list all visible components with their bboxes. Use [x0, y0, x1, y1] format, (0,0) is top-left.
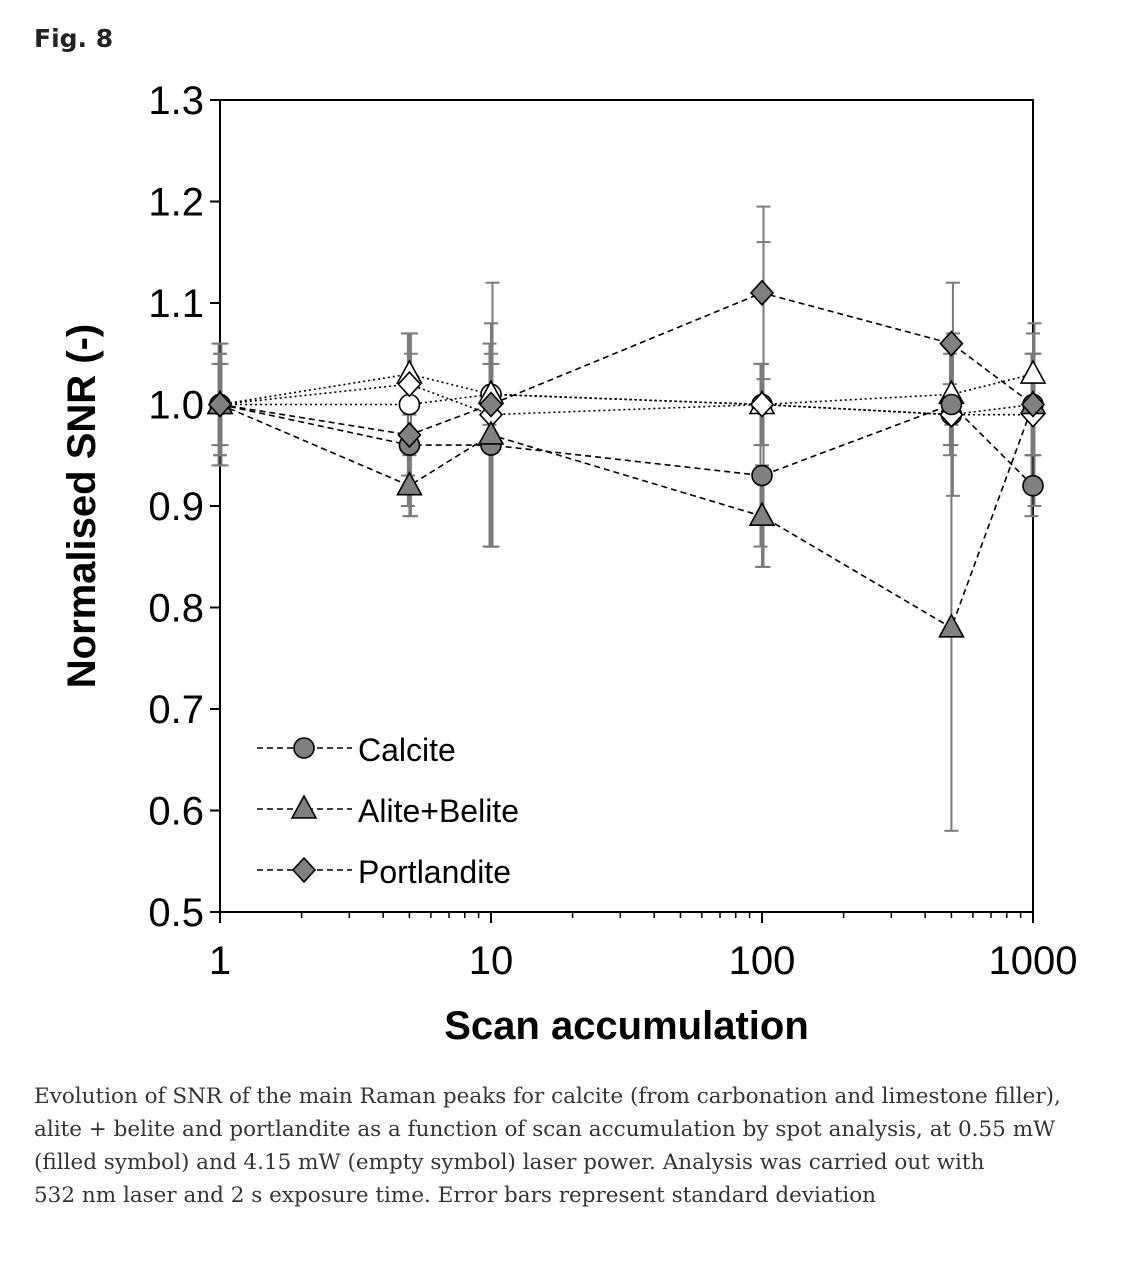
data-point-diamond-empty [397, 371, 422, 398]
y-tick-label: 0.7 [148, 688, 204, 732]
data-point-diamond-filled [397, 421, 422, 449]
legend-marker-triangle [290, 794, 318, 819]
legend-label: Portlandite [358, 854, 511, 890]
series-line-alite-belite [219, 403, 1034, 629]
data-point-triangle-filled [396, 471, 423, 496]
data-point-diamond-filled [749, 279, 775, 307]
data-point-diamond-empty [749, 391, 775, 418]
y-tick-label: 1.0 [148, 384, 204, 428]
data-point-diamond-filled [939, 330, 964, 357]
data-point-triangle-empty [1019, 359, 1047, 384]
series-line-portlandite [219, 292, 1034, 436]
series-line-circle-empty [220, 393, 1034, 416]
data-point-circle-filled [940, 393, 963, 416]
plot-frame [219, 99, 1034, 913]
figure-label: Fig. 8 [34, 24, 114, 53]
caption-line-2: alite + belite and portlandite as a func… [34, 1117, 1056, 1142]
data-point-circle-filled [1022, 474, 1044, 497]
y-axis-title: Normalised SNR (-) [60, 324, 104, 689]
y-tick-label: 0.8 [148, 587, 204, 631]
data-point-diamond-filled [478, 391, 504, 418]
legend-label: Calcite [358, 732, 456, 768]
x-tick-label: 100 [729, 939, 796, 983]
data-point-diamond-filled [207, 391, 233, 418]
data-point-triangle-filled [477, 420, 505, 445]
y-tick-label: 1.1 [148, 282, 204, 326]
y-tick-label: 0.6 [148, 790, 204, 834]
data-point-circle-empty [398, 393, 421, 416]
legend-label: Alite+Belite [358, 793, 519, 829]
figure-caption: Evolution of SNR of the main Raman peaks… [34, 1080, 1114, 1212]
legend-marker-circle [293, 737, 315, 759]
x-axis-title: Scan accumulation [444, 1004, 809, 1048]
y-tick-label: 0.9 [148, 485, 204, 529]
caption-line-4: 532 nm laser and 2 s exposure time. Erro… [34, 1183, 877, 1208]
x-tick-label: 10 [469, 939, 514, 983]
y-tick-label: 1.3 [148, 79, 204, 123]
x-tick-label: 1 [209, 939, 231, 983]
legend-marker-diamond [291, 856, 317, 884]
data-point-diamond-filled [1020, 391, 1046, 418]
data-point-circle-filled [751, 464, 773, 487]
data-point-triangle-filled [748, 501, 776, 526]
snr-scatter-chart: 0.5 0.6 0.7 0.8 0.9 1.0 1.1 1.2 1.3 1 10 100 1000 Sca… [60, 79, 1078, 1048]
series-line-calcite [219, 403, 1034, 487]
series-line-triangle-empty [219, 373, 1034, 406]
x-tick-label: 1000 [989, 939, 1078, 983]
data-point-triangle-filled [938, 613, 965, 638]
caption-line-3: (filled symbol) and 4.15 mW (empty symbo… [34, 1150, 985, 1175]
y-tick-label: 0.5 [148, 891, 204, 935]
caption-line-1: Evolution of SNR of the main Raman peaks… [34, 1084, 1061, 1109]
y-tick-label: 1.2 [148, 181, 204, 225]
